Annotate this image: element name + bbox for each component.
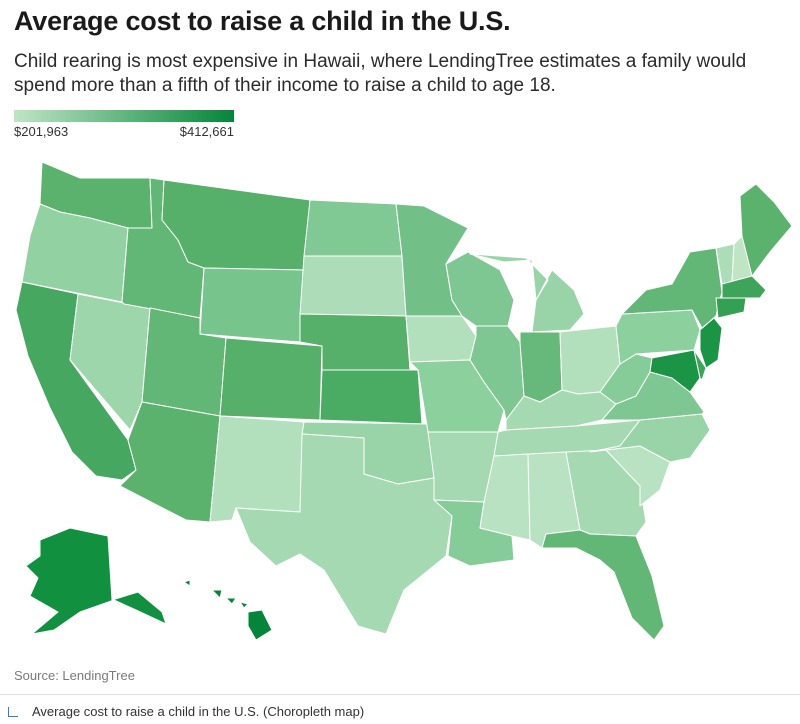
state-new-jersey[interactable] — [699, 317, 723, 369]
divider — [0, 694, 800, 695]
caption-corner-icon — [8, 706, 18, 717]
state-hawaii[interactable] — [183, 579, 273, 641]
state-iowa[interactable] — [405, 315, 477, 363]
state-south-dakota[interactable] — [299, 255, 407, 317]
state-alaska[interactable] — [25, 527, 167, 635]
color-legend: $201,963 $412,661 — [14, 110, 234, 139]
state-north-dakota[interactable] — [303, 199, 403, 257]
state-florida[interactable] — [541, 529, 665, 641]
figure-caption: Average cost to raise a child in the U.S… — [8, 704, 364, 719]
state-connecticut[interactable] — [715, 297, 747, 319]
state-new-york[interactable] — [621, 247, 723, 329]
state-colorado[interactable] — [219, 337, 323, 421]
caption-text: Average cost to raise a child in the U.S… — [32, 704, 365, 719]
state-arizona[interactable] — [119, 401, 221, 523]
map-subtitle: Child rearing is most expensive in Hawai… — [14, 51, 747, 96]
legend-gradient-bar — [14, 110, 234, 122]
source-note: Source: LendingTree — [14, 668, 135, 683]
choropleth-map — [15, 161, 793, 641]
state-illinois[interactable] — [469, 325, 525, 421]
state-kansas[interactable] — [319, 369, 423, 425]
state-new-mexico[interactable] — [209, 415, 305, 523]
state-texas[interactable] — [235, 433, 453, 635]
map-title: Average cost to raise a child in the U.S… — [14, 6, 511, 36]
state-massachusetts[interactable] — [721, 275, 767, 299]
state-wyoming[interactable] — [199, 267, 305, 343]
legend-min-label: $201,963 — [14, 124, 69, 139]
state-north-carolina[interactable] — [589, 413, 711, 463]
state-maine[interactable] — [739, 183, 793, 277]
state-delaware[interactable] — [693, 349, 707, 381]
legend-max-label: $412,661 — [179, 124, 234, 139]
state-indiana[interactable] — [519, 331, 563, 403]
